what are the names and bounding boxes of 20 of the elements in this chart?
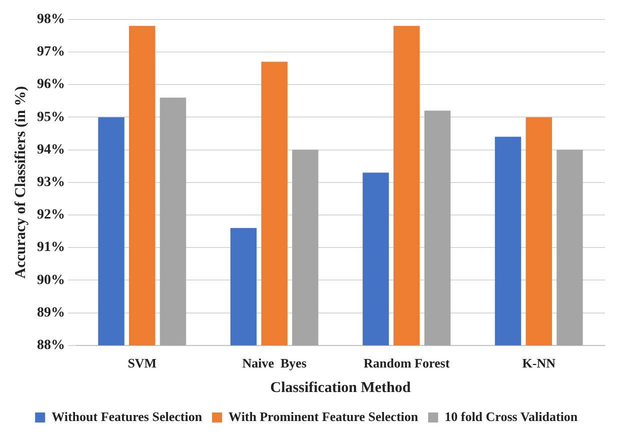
y-tick-label: 98% xyxy=(37,12,65,28)
y-tick-label: 97% xyxy=(37,44,65,60)
x-tick-label: SVM xyxy=(128,356,157,371)
x-axis-title: Classification Method xyxy=(270,380,412,396)
legend-label: With Prominent Feature Selection xyxy=(228,408,419,424)
y-tick-label: 90% xyxy=(37,272,65,288)
y-tick-label: 96% xyxy=(37,77,65,92)
y-tick-label: 88% xyxy=(37,338,65,354)
x-tick-label: Naive Byes xyxy=(242,356,307,371)
legend-label: 10 fold Cross Validation xyxy=(444,408,578,424)
y-tick-label: 91% xyxy=(37,240,65,256)
x-tick-label: K-NN xyxy=(522,356,556,371)
y-tick-label: 95% xyxy=(37,110,65,125)
legend-label: Without Features Selection xyxy=(52,408,203,424)
y-tick-label: 89% xyxy=(37,305,65,320)
y-axis-title: Accuracy of Classifiers (in %) xyxy=(12,86,29,279)
x-tick-label: Random Forest xyxy=(364,356,450,371)
y-tick-label: 92% xyxy=(37,208,65,223)
y-tick-label: 94% xyxy=(37,142,65,158)
y-tick-label: 93% xyxy=(37,175,65,190)
